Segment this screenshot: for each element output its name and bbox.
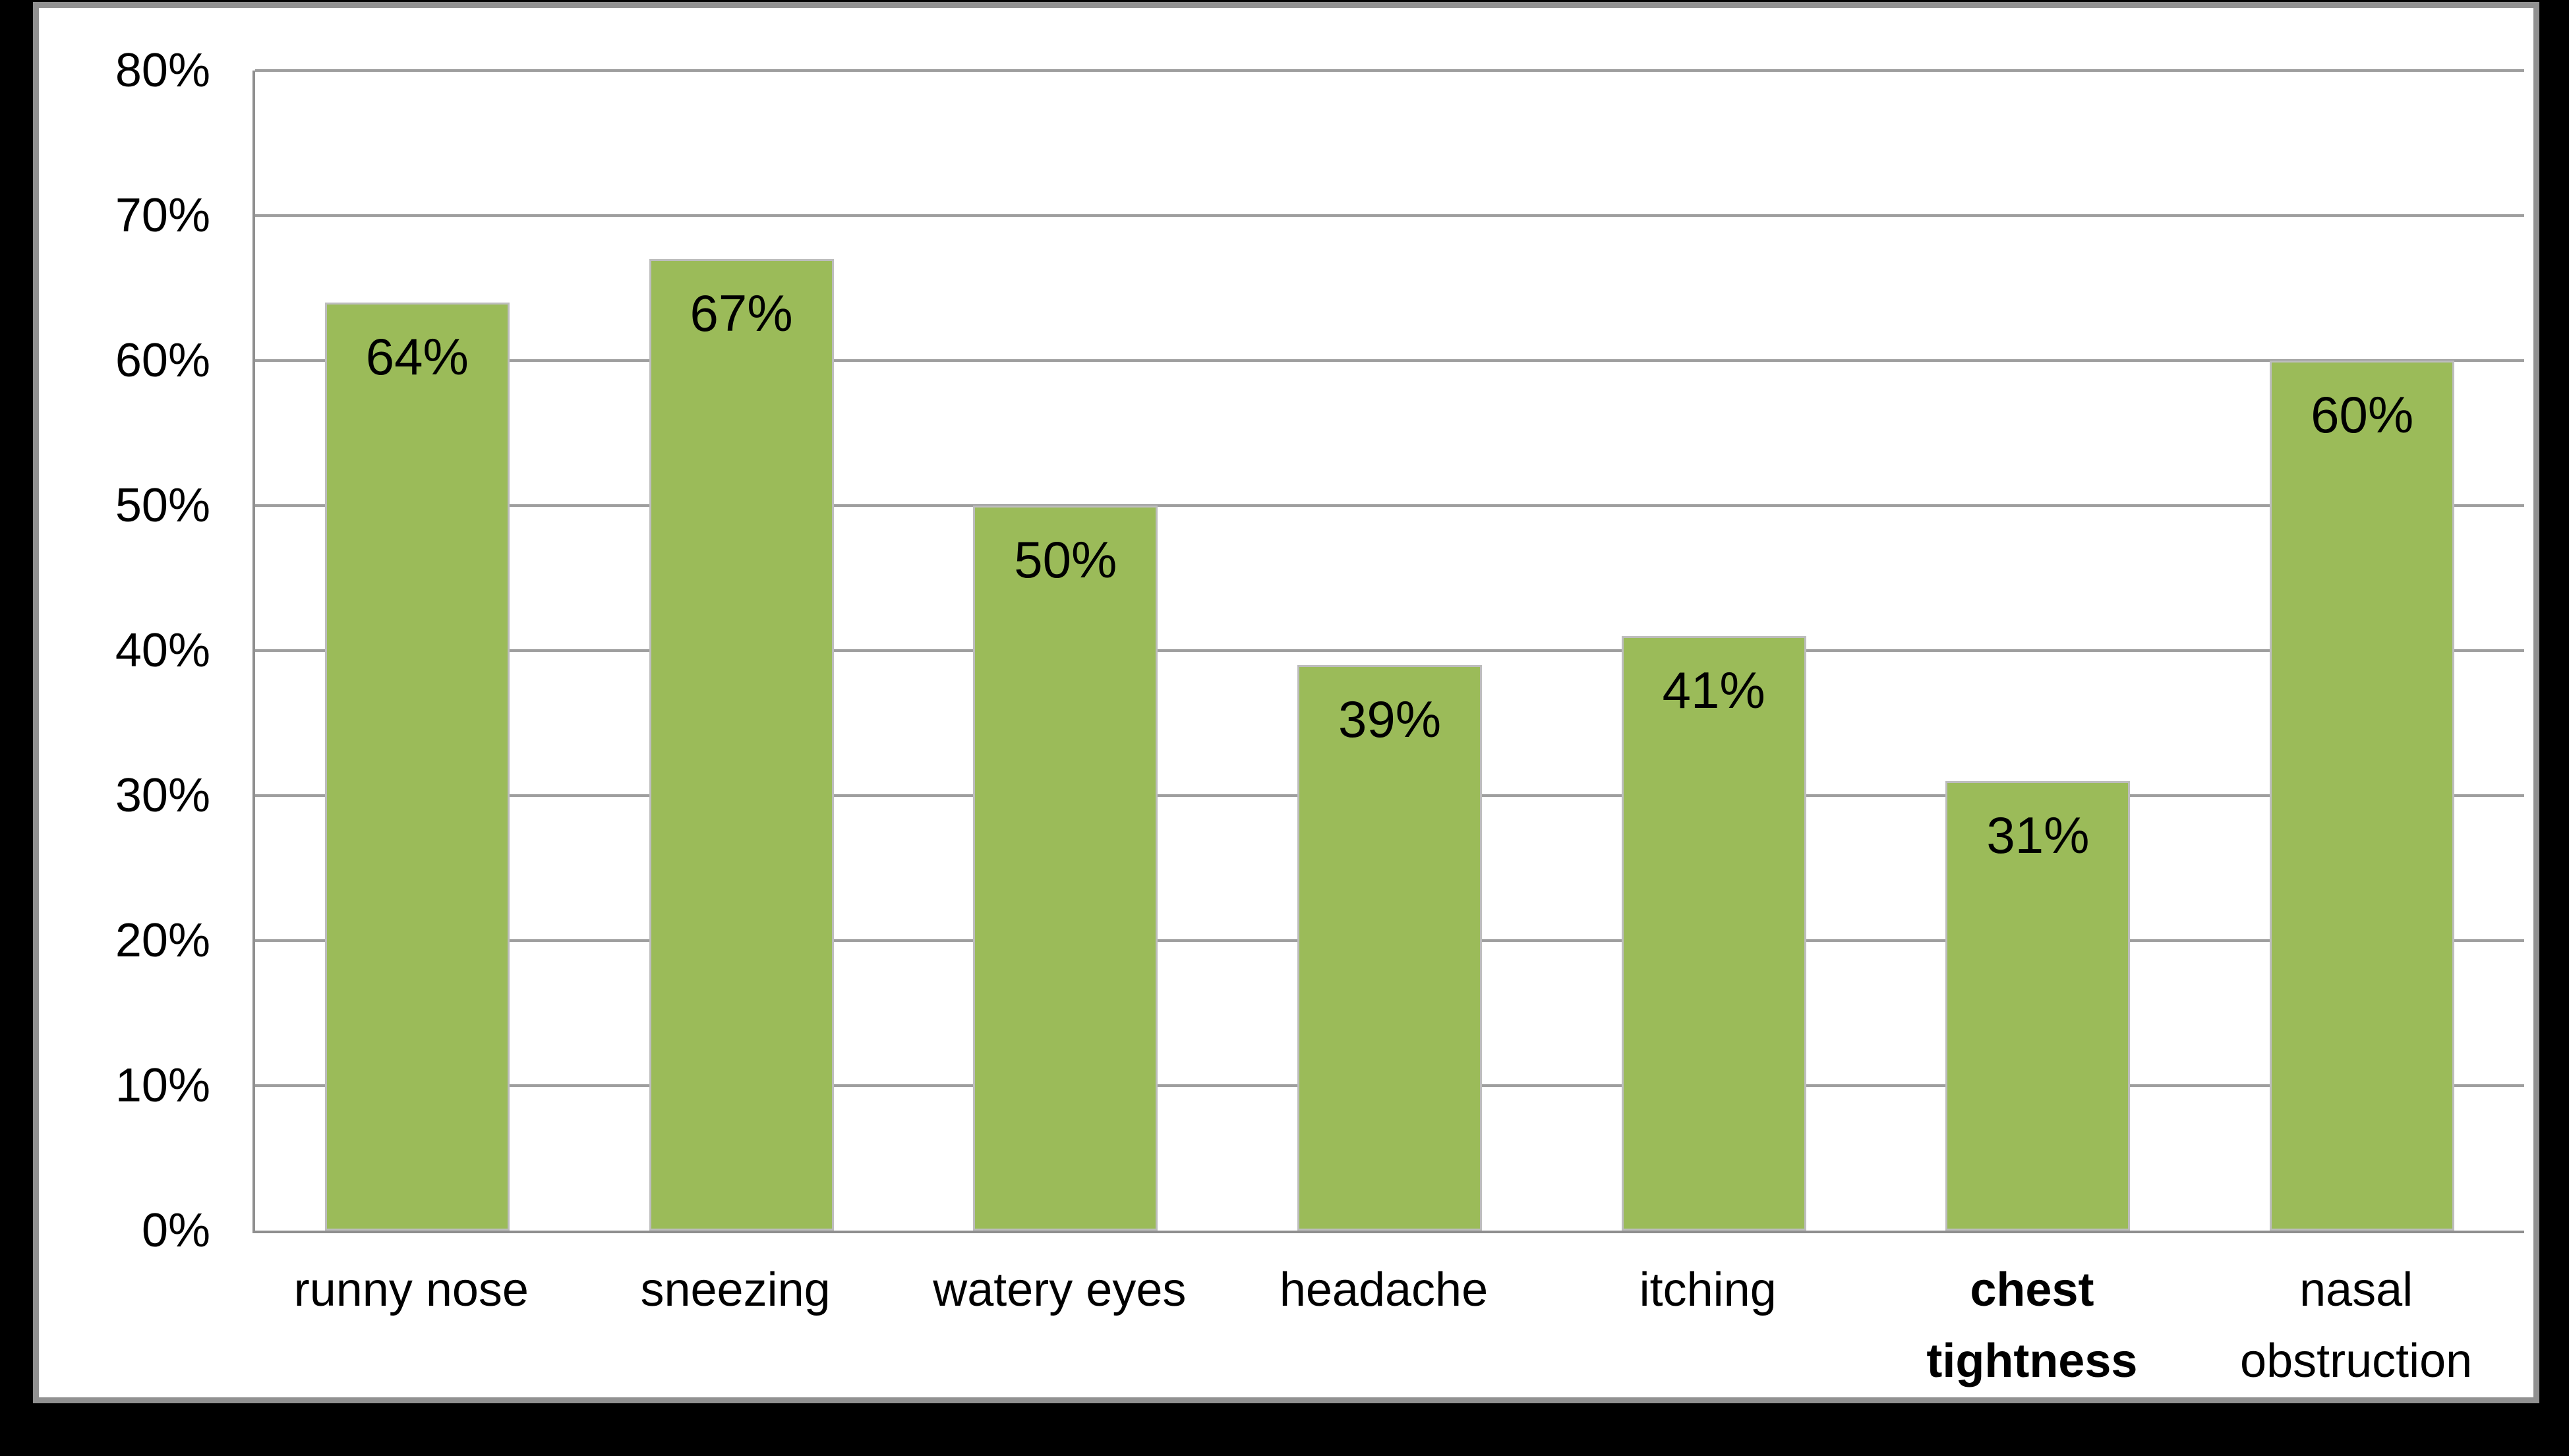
gridline (255, 504, 2524, 507)
y-axis-tick-label: 30% (115, 769, 210, 822)
y-axis-tick-label: 0% (141, 1204, 210, 1257)
bar-value-label: 64% (365, 328, 469, 386)
bar: 39% (1297, 665, 1482, 1231)
plot-area: 64% 67% 50% 39% 41% 31% 60% (252, 69, 2524, 1233)
bar: 60% (2270, 361, 2455, 1231)
x-axis-line (252, 1231, 2524, 1233)
bar: 67% (649, 259, 834, 1231)
x-axis-category-label: watery eyes (933, 1264, 1187, 1316)
x-axis-category-label: nasal obstruction (2240, 1264, 2473, 1387)
y-axis-line (252, 71, 255, 1231)
bar: 50% (973, 506, 1158, 1231)
bar-value-label: 50% (1014, 531, 1117, 589)
x-axis-category-label: sneezing (640, 1264, 831, 1316)
y-axis-tick-label: 70% (115, 189, 210, 242)
gridline (255, 69, 2524, 72)
gridline (255, 214, 2524, 217)
x-axis-category-label: chest tightness (1926, 1264, 2138, 1387)
y-axis-tick-label: 20% (115, 914, 210, 967)
y-axis-tick-label: 80% (115, 44, 210, 97)
bar: 64% (324, 303, 510, 1231)
x-axis-category-label: runny nose (293, 1264, 529, 1316)
x-axis-category-label: itching (1639, 1264, 1777, 1316)
bar-value-label: 60% (2311, 386, 2414, 444)
bar-value-label: 39% (1338, 690, 1442, 748)
y-axis-tick-label: 40% (115, 624, 210, 677)
chart-panel: 64% 67% 50% 39% 41% 31% 60% 0% 10% 20% 30% 40% 50% 6… (33, 2, 2539, 1403)
bar-value-label: 67% (690, 284, 793, 342)
bar-value-label: 31% (1986, 806, 2090, 864)
y-axis-tick-label: 50% (115, 479, 210, 532)
bar: 41% (1621, 636, 1806, 1231)
y-axis-tick-label: 60% (115, 334, 210, 387)
y-axis-tick-label: 10% (115, 1059, 210, 1112)
x-axis-category-label: headache (1279, 1264, 1489, 1316)
gridline (255, 359, 2524, 362)
bar: 31% (1945, 781, 2131, 1231)
gridline (255, 649, 2524, 652)
bar-value-label: 41% (1662, 661, 1765, 719)
